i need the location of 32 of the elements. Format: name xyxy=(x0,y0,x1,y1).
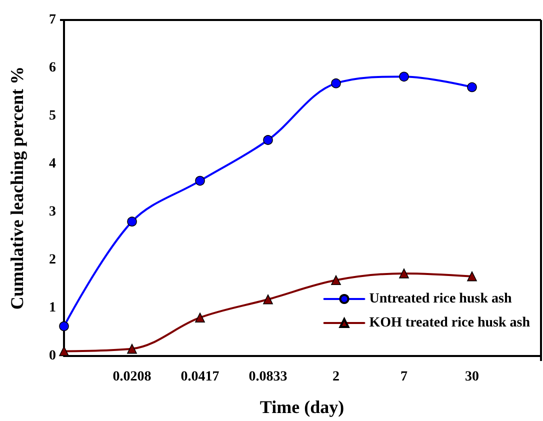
point xyxy=(331,275,341,286)
x-tick-label: 7 xyxy=(400,370,408,384)
x-tick-label: 2 xyxy=(332,370,340,384)
point xyxy=(127,344,137,354)
point xyxy=(59,346,69,356)
y-tick-label: 6 xyxy=(49,60,56,76)
x-tick-label: 0.0417 xyxy=(180,370,220,384)
point xyxy=(59,321,69,332)
point xyxy=(467,82,477,92)
x-tick-label: 30 xyxy=(465,370,479,384)
point xyxy=(263,135,273,145)
y-tick-label: 3 xyxy=(49,204,56,220)
point xyxy=(195,176,205,186)
point xyxy=(399,72,409,82)
y-tick-label: 0 xyxy=(49,348,56,364)
legend-label: KOH treated rice husk ash xyxy=(369,316,530,330)
y-axis-title: Cumulative leaching percent % xyxy=(7,66,27,310)
point xyxy=(331,78,341,88)
point xyxy=(399,268,409,278)
point xyxy=(195,312,205,322)
x-tick-label: 0.0833 xyxy=(248,370,288,384)
x-tick-label: 0.0208 xyxy=(112,370,152,384)
y-tick-label: 2 xyxy=(49,252,56,268)
y-tick-label: 1 xyxy=(49,300,56,316)
y-tick-label: 4 xyxy=(49,156,56,172)
x-axis-title: Time (day) xyxy=(260,397,344,417)
legend-label: Untreated rice husk ash xyxy=(369,292,512,306)
y-tick-label: 7 xyxy=(49,12,56,28)
point xyxy=(467,271,477,282)
point xyxy=(263,294,273,304)
point xyxy=(127,216,137,226)
y-tick-label: 5 xyxy=(49,108,56,124)
